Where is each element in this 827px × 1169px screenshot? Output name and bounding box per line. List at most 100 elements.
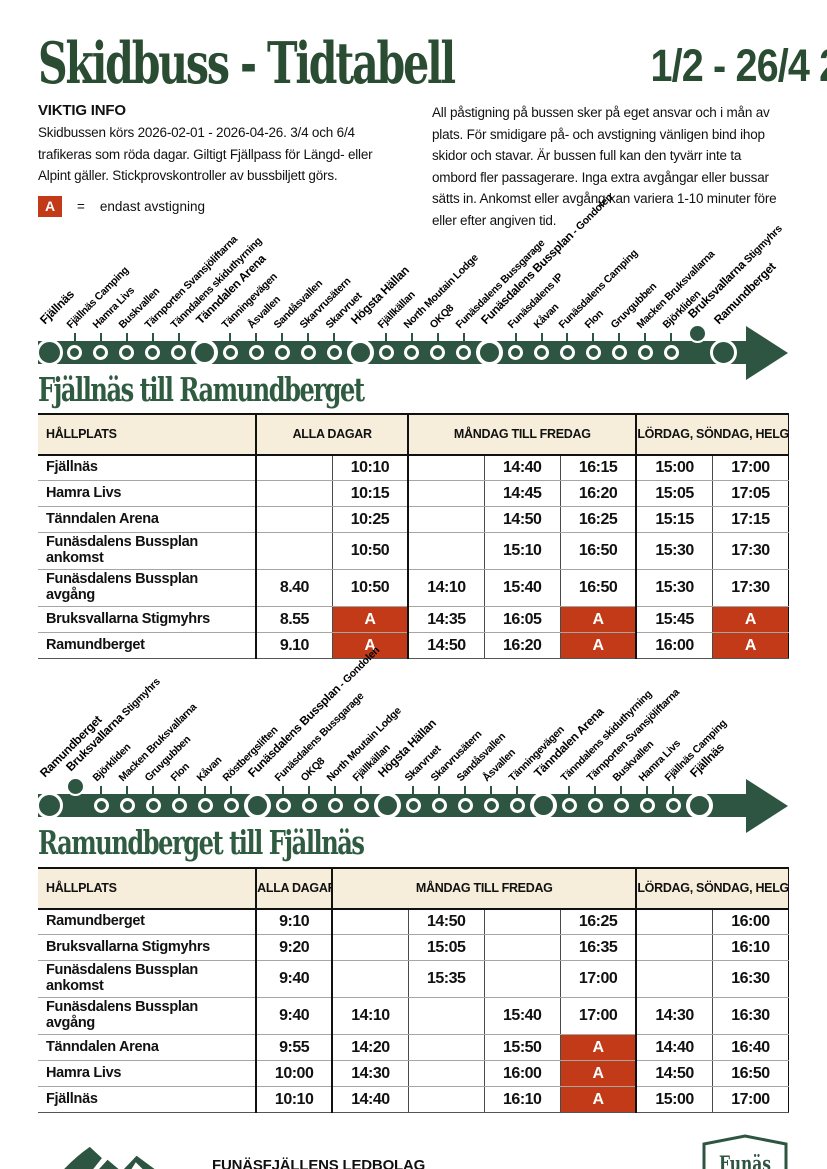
stop-dot bbox=[327, 798, 343, 814]
time-cell: 10:25 bbox=[331, 506, 409, 534]
avstigning-cell: A bbox=[711, 606, 790, 634]
stop-tick bbox=[99, 332, 102, 341]
column-header-hallplats: HÅLLPLATS bbox=[38, 866, 257, 910]
stop-tick bbox=[644, 332, 647, 341]
stop-tick bbox=[462, 332, 465, 341]
time-cell: 9:10 bbox=[255, 908, 333, 936]
time-cell: 10:50 bbox=[331, 569, 409, 608]
time-cell: 14:30 bbox=[635, 997, 713, 1036]
avstigning-cell: A bbox=[559, 1086, 637, 1114]
time-cell: 9:40 bbox=[255, 960, 333, 999]
time-cell: 16:35 bbox=[559, 934, 637, 962]
time-cell: 14:40 bbox=[635, 1034, 713, 1062]
time-cell: 9:20 bbox=[255, 934, 333, 962]
stop-tick bbox=[100, 786, 102, 795]
column-group-header: MÅNDAG TILL FREDAG bbox=[407, 412, 637, 456]
stop-dot bbox=[529, 792, 557, 820]
table-row: Fjällnäs 10:10 14:40 16:15 15:00 17:00 bbox=[38, 454, 790, 482]
stop-dot bbox=[559, 344, 575, 360]
column-group-header: ALLA DAGAR bbox=[255, 866, 333, 910]
avstigning-cell: A bbox=[331, 606, 409, 634]
stop-cell-line1: Tänndalen Arena bbox=[46, 1038, 159, 1055]
table-row: Bruksvallarna Stigmyhrs 9:20 15:05 16:35 16:… bbox=[38, 934, 790, 962]
stop-tick bbox=[620, 786, 622, 795]
stop-cell: Tänndalen Arena bbox=[38, 506, 257, 534]
time-cell: 15:00 bbox=[635, 454, 713, 482]
stop-tick bbox=[255, 332, 258, 341]
footer: Funäsfjällens LEDBOLAG FUNÄSFJÄLLENS LED… bbox=[38, 1133, 789, 1169]
stop-cell-line1: Bruksvallarna Stigmyhrs bbox=[46, 938, 210, 955]
time-cell: 9:55 bbox=[255, 1034, 333, 1062]
stop-stem bbox=[70, 792, 80, 802]
stop-cell-line2: ankomst bbox=[46, 550, 104, 567]
time-cell: 9.10 bbox=[255, 632, 333, 660]
time-cell: 17:00 bbox=[711, 1086, 790, 1114]
route-arrow-icon bbox=[746, 325, 788, 380]
column-group-header: MÅNDAG TILL FREDAG bbox=[331, 866, 637, 910]
table-row: Funäsdalens Bussplan ankomst 10:50 15:10 16:… bbox=[38, 532, 790, 571]
avstigning-cell: A bbox=[711, 632, 790, 660]
stop-cell: Ramundberget bbox=[38, 908, 257, 936]
stop-cell-line2: avgång bbox=[46, 1015, 95, 1032]
time-cell: 16:00 bbox=[483, 1060, 561, 1088]
stop-dot bbox=[561, 798, 577, 814]
time-cell: 15:50 bbox=[483, 1034, 561, 1062]
stop-dot bbox=[301, 798, 317, 814]
stop-tick bbox=[334, 786, 336, 795]
stop-dot bbox=[613, 798, 629, 814]
stop-tick bbox=[490, 786, 492, 795]
stop-name: Flon bbox=[168, 761, 192, 785]
stop-dot bbox=[585, 344, 601, 360]
time-cell: 16:10 bbox=[483, 1086, 561, 1114]
stop-tick bbox=[566, 332, 569, 341]
stop-cell: Bruksvallarna Stigmyhrs bbox=[38, 606, 257, 634]
stop-tick bbox=[568, 786, 570, 795]
stop-dot bbox=[145, 798, 161, 814]
avstigning-cell: A bbox=[559, 632, 637, 660]
time-cell bbox=[407, 1086, 485, 1114]
stop-dot bbox=[145, 344, 161, 360]
time-cell bbox=[255, 454, 333, 482]
stop-cell: Funäsdalens Bussplan ankomst bbox=[38, 960, 257, 999]
stop-name-suffix: Stigmyhrs bbox=[117, 676, 163, 721]
legend-row: A = endast avstigning bbox=[38, 195, 406, 217]
header-row: HÅLLPLATS ALLA DAGAR MÅNDAG TILL FREDAG LÖR… bbox=[38, 866, 790, 910]
stop-dot bbox=[685, 792, 713, 820]
stop-dot bbox=[508, 344, 524, 360]
stop-tick bbox=[282, 786, 284, 795]
table-row: Bruksvallarna Stigmyhrs 8.55 A 14:35 16:05 A 1… bbox=[38, 606, 790, 634]
time-cell: 15:10 bbox=[483, 532, 561, 571]
stop-tick bbox=[230, 786, 232, 795]
time-cell bbox=[635, 908, 713, 936]
stop-dot bbox=[93, 344, 109, 360]
stop-label: Flon bbox=[169, 761, 192, 784]
stop-name: Funäsdalens Bussgarage bbox=[453, 236, 548, 331]
time-cell: 10:10 bbox=[331, 454, 409, 482]
column-header-hallplats: HÅLLPLATS bbox=[38, 412, 257, 456]
time-cell: 15:45 bbox=[635, 606, 713, 634]
table-row: Hamra Livs 10:15 14:45 16:20 15:05 17:05 bbox=[38, 480, 790, 508]
stop-dot bbox=[665, 798, 681, 814]
time-cell: 8.55 bbox=[255, 606, 333, 634]
stop-cell-line1: Bruksvallarna Stigmyhrs bbox=[46, 610, 210, 627]
stop-dot bbox=[373, 792, 401, 820]
stop-label: Funäsdalens Bussgarage bbox=[453, 237, 547, 331]
time-cell: 14:50 bbox=[483, 506, 561, 534]
contact-block: FUNÄSFJÄLLENS LEDBOLAG info@funasfjallen… bbox=[212, 1155, 679, 1169]
stop-tick bbox=[438, 786, 440, 795]
stop-cell-line1: Funäsdalens Bussplan bbox=[46, 571, 198, 588]
stop-stem bbox=[692, 338, 703, 348]
time-cell: 16:30 bbox=[711, 960, 790, 999]
date-range: 1/2 - 26/4 2026 bbox=[650, 40, 827, 91]
time-cell bbox=[331, 960, 409, 999]
stop-cell: Hamra Livs bbox=[38, 480, 257, 508]
stop-cell-line2: ankomst bbox=[46, 978, 104, 995]
stop-tick bbox=[672, 786, 674, 795]
info-section: VIKTIG INFO Skidbussen körs 2026-02-01 -… bbox=[38, 102, 789, 232]
viktig-info-text: Skidbussen körs 2026-02-01 - 2026-04-26.… bbox=[38, 125, 373, 184]
stop-tick bbox=[178, 786, 180, 795]
time-cell bbox=[635, 934, 713, 962]
stop-dot bbox=[35, 792, 63, 820]
stop-cell-line1: Ramundberget bbox=[46, 636, 145, 653]
